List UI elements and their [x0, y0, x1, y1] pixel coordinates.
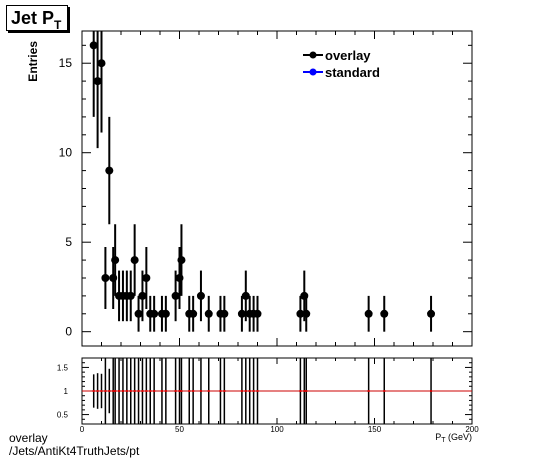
x-tick-label: 100 — [270, 425, 284, 434]
ratio-data-point — [430, 390, 433, 392]
ratio-data-point — [121, 390, 124, 392]
ratio-data-point — [305, 390, 308, 392]
plot-title-subscript: T — [54, 18, 62, 32]
caption-line-1: overlay — [9, 431, 48, 445]
main-y-tick-label: 10 — [59, 146, 73, 160]
overlay-series — [89, 31, 436, 332]
ratio-data-point — [141, 390, 144, 392]
ratio-data-point — [153, 390, 156, 392]
ratio-data-point — [256, 390, 259, 392]
overlay-data-point — [171, 291, 180, 300]
main-y-tick-label: 0 — [65, 325, 72, 339]
ratio-data-point — [383, 390, 386, 392]
overlay-data-point — [177, 256, 186, 265]
ratio-data-point — [92, 390, 95, 392]
ratio-data-point — [112, 390, 115, 392]
overlay-data-point — [237, 309, 246, 318]
overlay-data-point — [196, 291, 205, 300]
overlay-data-point — [189, 309, 198, 318]
ratio-y-tick-label: 1.5 — [57, 363, 69, 372]
ratio-data-point — [252, 390, 255, 392]
overlay-data-point — [253, 309, 262, 318]
caption-line-2: /Jets/AntiKt4TruthJets/pt — [9, 444, 140, 458]
caption: overlay /Jets/AntiKt4TruthJets/pt — [9, 432, 139, 458]
ratio-data-point — [104, 390, 107, 392]
overlay-data-point — [111, 256, 120, 265]
ratio-data-point — [114, 390, 117, 392]
plot-title: Jet PT — [6, 5, 69, 32]
ratio-data-point — [240, 390, 243, 392]
ratio-data-point — [199, 390, 202, 392]
ratio-data-point — [219, 390, 222, 392]
x-tick-label: 200 — [465, 425, 479, 434]
ratio-data-point — [149, 390, 152, 392]
ratio-data-point — [160, 390, 163, 392]
overlay-data-point — [89, 41, 98, 50]
ratio-data-point — [125, 390, 128, 392]
ratio-data-point — [244, 390, 247, 392]
ratio-data-point — [192, 390, 195, 392]
overlay-data-point — [101, 273, 110, 282]
x-axis-label: PT (GeV) — [435, 432, 472, 444]
x-tick-label: 50 — [175, 425, 184, 434]
overlay-data-point — [364, 309, 373, 318]
ratio-y-tick-label: 1 — [64, 387, 69, 396]
ratio-data-point — [299, 390, 302, 392]
overlay-data-point — [105, 166, 114, 175]
ratio-data-point — [96, 390, 99, 392]
ratio-data-point — [133, 390, 136, 392]
overlay-data-point — [97, 59, 106, 68]
legend-marker-standard — [309, 68, 317, 76]
ratio-data-point — [118, 390, 121, 392]
y-axis-label: Entries — [26, 41, 40, 82]
ratio-data-point — [129, 390, 132, 392]
x-tick-label: 150 — [368, 425, 382, 434]
overlay-data-point — [150, 309, 159, 318]
ratio-series — [92, 358, 433, 424]
overlay-data-point — [204, 309, 213, 318]
overlay-data-point — [427, 309, 436, 318]
ratio-data-point — [164, 390, 167, 392]
overlay-data-point — [161, 309, 170, 318]
ratio-data-point — [137, 390, 140, 392]
ratio-data-point — [180, 390, 183, 392]
overlay-data-point — [93, 77, 102, 86]
main-y-tick-label: 15 — [59, 56, 73, 70]
overlay-data-point — [241, 291, 250, 300]
legend-label-standard: standard — [325, 65, 380, 80]
ratio-data-point — [174, 390, 177, 392]
overlay-data-point — [380, 309, 389, 318]
overlay-data-point — [296, 309, 305, 318]
legend-marker-overlay — [309, 51, 317, 59]
ratio-data-point — [303, 390, 306, 392]
ratio-data-point — [178, 390, 181, 392]
plot-title-main: Jet P — [11, 8, 55, 28]
overlay-data-point — [302, 309, 311, 318]
x-tick-label: 0 — [80, 425, 85, 434]
ratio-data-point — [223, 390, 226, 392]
ratio-data-point — [145, 390, 148, 392]
overlay-data-point — [134, 309, 143, 318]
overlay-data-point — [126, 291, 135, 300]
ratio-data-point — [100, 390, 103, 392]
ratio-y-tick-label: 0.5 — [57, 411, 69, 420]
overlay-data-point — [130, 256, 139, 265]
legend-label-overlay: overlay — [325, 48, 371, 63]
ratio-data-point — [207, 390, 210, 392]
legend: overlay standard — [303, 48, 380, 80]
overlay-data-point — [142, 273, 151, 282]
ratio-data-point — [367, 390, 370, 392]
overlay-data-point — [220, 309, 229, 318]
main-y-tick-label: 5 — [65, 235, 72, 249]
overlay-data-point — [138, 291, 147, 300]
ratio-data-point — [108, 390, 111, 392]
ratio-data-point — [188, 390, 191, 392]
ratio-data-point — [248, 390, 251, 392]
